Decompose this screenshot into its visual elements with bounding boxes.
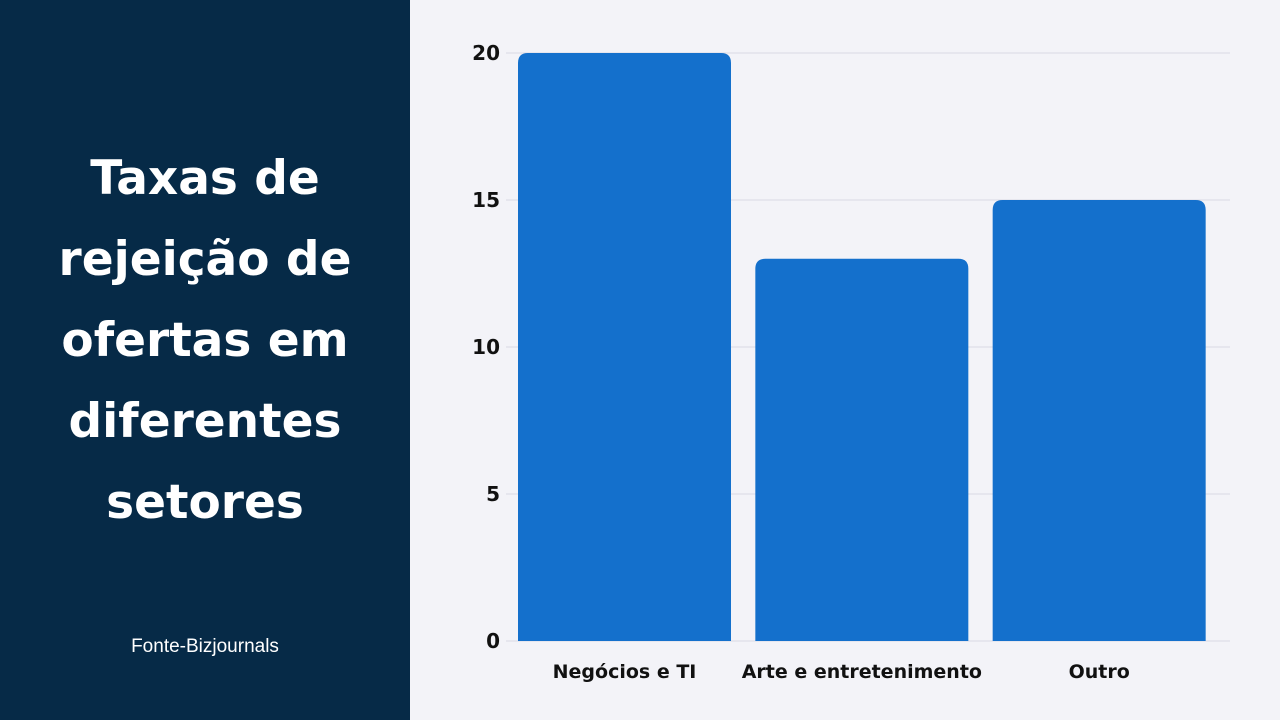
y-tick-label: 15 [472, 188, 500, 212]
bar-arte-e-entretenimento [755, 258, 969, 641]
bar-chart: 0 5 10 15 20 Negócios e TI Arte e entretenime… [472, 41, 1230, 683]
bar-neg-cios-e-ti [518, 53, 731, 641]
y-tick-label: 10 [472, 335, 500, 359]
bar-outro [992, 200, 1206, 641]
chart-title: Taxas de rejeição de ofertas em diferent… [58, 151, 352, 530]
y-tick-label: 20 [472, 41, 500, 65]
title-panel: Taxas de rejeição de ofertas em diferent… [0, 0, 410, 720]
y-axis-ticks: 0 5 10 15 20 [472, 41, 500, 653]
x-tick-label: Negócios e TI [553, 661, 697, 683]
x-tick-label: Arte e entretenimento [742, 661, 982, 683]
y-tick-label: 0 [486, 629, 500, 653]
x-tick-label: Outro [1069, 661, 1130, 683]
source-label: Fonte-Bizjournals [131, 636, 279, 657]
y-tick-label: 5 [486, 482, 500, 506]
x-axis-labels: Negócios e TI Arte e entretenimento Outro [553, 661, 1130, 683]
bars [518, 53, 1206, 641]
